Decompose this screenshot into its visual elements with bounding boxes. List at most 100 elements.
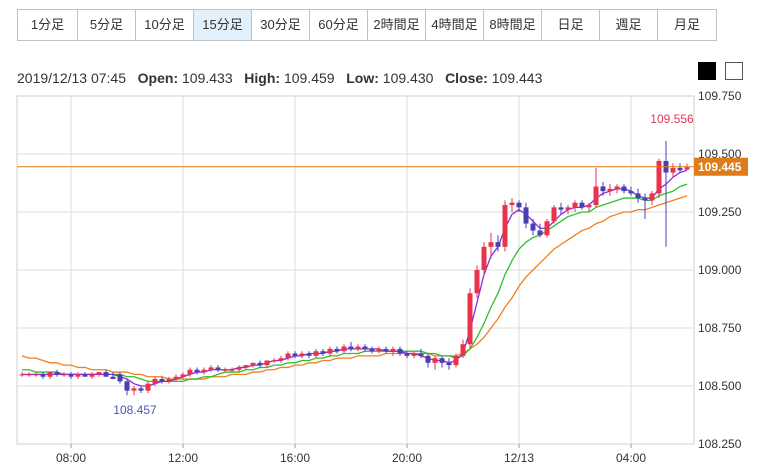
open-value: 109.433 xyxy=(182,70,233,86)
candle-body xyxy=(166,379,172,382)
candle-body xyxy=(383,348,389,352)
candle-body xyxy=(96,372,102,375)
candle-body xyxy=(628,191,634,194)
candle-body xyxy=(390,348,396,352)
ohlc-readout: 2019/12/13 07:45 Open: 109.433 High: 109… xyxy=(17,70,542,86)
x-tick-label: 04:00 xyxy=(616,451,646,465)
candle-body xyxy=(334,348,340,352)
current-price-label: 109.445 xyxy=(698,160,742,174)
candle-body xyxy=(523,207,529,224)
tab-11[interactable]: 月足 xyxy=(658,10,716,40)
candle-body xyxy=(236,367,242,370)
candle-body xyxy=(551,207,557,222)
candle-body xyxy=(208,367,214,370)
dark-theme-button[interactable] xyxy=(698,62,716,80)
candle-body xyxy=(376,348,382,352)
candle-body xyxy=(173,376,179,380)
candle-body xyxy=(243,365,249,368)
candle-body xyxy=(411,353,417,356)
candle-body xyxy=(530,223,536,231)
candle-body xyxy=(362,346,368,349)
candle-body xyxy=(425,355,431,363)
candle-body xyxy=(369,348,375,352)
candle-body xyxy=(194,369,200,373)
y-tick-label: 109.750 xyxy=(698,89,742,103)
high-annotation: 109.556 xyxy=(650,112,694,126)
candle-body xyxy=(348,346,354,349)
x-tick-label: 20:00 xyxy=(392,451,422,465)
candle-body xyxy=(649,193,655,201)
ma-mid-line xyxy=(22,183,688,383)
tab-8[interactable]: 8時間足 xyxy=(484,10,542,40)
candle-body xyxy=(593,186,599,206)
candle-body xyxy=(432,358,438,363)
candle-body xyxy=(565,207,571,210)
candle-body xyxy=(138,388,144,391)
tab-3[interactable]: 15分足 xyxy=(194,10,252,40)
tab-2[interactable]: 10分足 xyxy=(136,10,194,40)
x-tick-label: 12/13 xyxy=(504,451,534,465)
candle-body xyxy=(68,374,74,377)
candle-body xyxy=(453,355,459,366)
y-tick-label: 108.500 xyxy=(698,379,742,393)
candle-body xyxy=(607,188,613,192)
candle-body xyxy=(124,381,130,391)
light-theme-button[interactable] xyxy=(725,62,743,80)
candle-body xyxy=(264,360,270,366)
x-tick-label: 16:00 xyxy=(280,451,310,465)
candle-body xyxy=(222,369,228,371)
candle-body xyxy=(103,372,109,377)
candle-body xyxy=(621,186,627,192)
candle-body xyxy=(439,358,445,363)
close-value: 109.443 xyxy=(491,70,543,86)
tab-1[interactable]: 5分足 xyxy=(78,10,136,40)
tab-4[interactable]: 30分足 xyxy=(252,10,310,40)
candle-body xyxy=(159,379,165,382)
candle-body xyxy=(271,360,277,362)
candle-body xyxy=(614,186,620,189)
tab-6[interactable]: 2時間足 xyxy=(368,10,426,40)
candle-body xyxy=(26,374,32,376)
candle-body xyxy=(460,344,466,356)
candle-body xyxy=(586,205,592,208)
timeframe-tabs: 1分足 5分足 10分足 15分足 30分足 60分足 2時間足 4時間足 8時間足 日足 週足 月足 xyxy=(17,9,717,41)
candle-body xyxy=(47,372,53,377)
candle-body xyxy=(495,242,501,247)
candle-body xyxy=(558,207,564,210)
candle-body xyxy=(635,193,641,199)
candle-body xyxy=(600,186,606,192)
candle-body xyxy=(656,160,662,194)
candle-body xyxy=(488,242,494,247)
candle-body xyxy=(418,353,424,356)
open-label: Open: xyxy=(137,70,179,86)
tab-0[interactable]: 1分足 xyxy=(18,10,78,40)
candle-body xyxy=(33,374,39,376)
candle-body xyxy=(201,369,207,373)
candle-body xyxy=(684,167,690,170)
candle-body xyxy=(642,198,648,201)
candle-body xyxy=(404,353,410,356)
candle-body xyxy=(481,246,487,270)
candle-body xyxy=(278,358,284,361)
close-label: Close: xyxy=(445,70,488,86)
candle-body xyxy=(54,372,60,375)
low-value: 109.430 xyxy=(382,70,434,86)
candle-body xyxy=(292,353,298,356)
y-tick-label: 109.000 xyxy=(698,263,742,277)
tab-5[interactable]: 60分足 xyxy=(310,10,368,40)
candle-body xyxy=(313,351,319,356)
tab-9[interactable]: 日足 xyxy=(542,10,600,40)
tab-7[interactable]: 4時間足 xyxy=(426,10,484,40)
candle-body xyxy=(474,270,480,294)
candle-body xyxy=(215,367,221,370)
tab-10[interactable]: 週足 xyxy=(600,10,658,40)
candle-body xyxy=(145,383,151,391)
candle-body xyxy=(572,202,578,208)
ohlc-datetime: 2019/12/13 07:45 xyxy=(17,70,126,86)
y-tick-label: 109.250 xyxy=(698,205,742,219)
candle-body xyxy=(89,374,95,377)
candle-body xyxy=(75,374,81,377)
candle-body xyxy=(180,374,186,377)
ma-long-line xyxy=(21,195,688,380)
